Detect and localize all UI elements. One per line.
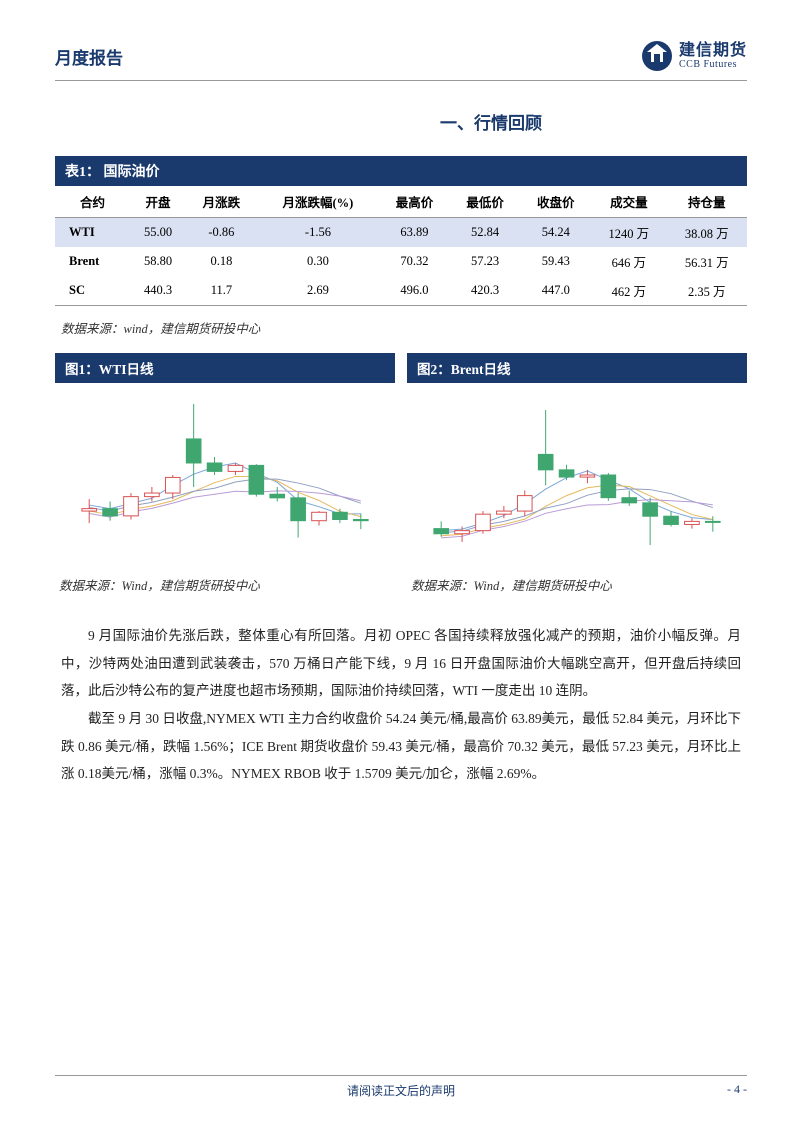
chart2-source: 数据来源：Wind，建信期货研投中心 [407,575,747,594]
table1-source: 数据来源：wind，建信期货研投中心 [61,318,747,337]
company-logo: 建信期货 CCB Futures [641,40,747,72]
table-header: 开盘 [130,186,186,218]
footer-disclaimer: 请阅读正文后的声明 [347,1082,455,1099]
logo-text-cn: 建信期货 [679,42,747,60]
paragraph-2: 截至 9 月 30 日收盘,NYMEX WTI 主力合约收盘价 54.24 美元… [61,705,741,788]
table-header: 持仓量 [667,186,747,218]
ccb-logo-icon [641,40,673,72]
table-header: 月涨跌幅(%) [257,186,379,218]
oil-price-table: 合约开盘月涨跌月涨跌幅(%)最高价最低价收盘价成交量持仓量 WTI55.00-0… [55,186,747,306]
page-number: - 4 - [727,1082,747,1097]
table-row: Brent58.800.180.3070.3257.2359.43646 万56… [55,247,747,276]
section-title: 一、行情回顾 [235,109,747,134]
page-header: 月度报告 建信期货 CCB Futures [55,40,747,81]
logo-text-en: CCB Futures [679,59,747,70]
table-header: 成交量 [591,186,667,218]
table-header: 最低价 [450,186,521,218]
report-type-title: 月度报告 [55,44,123,69]
table-row: SC440.311.72.69496.0420.3447.0462 万2.35 … [55,276,747,306]
chart1-area [55,383,395,563]
page-footer: 请阅读正文后的声明 - 4 - [55,1075,747,1097]
chart1-caption: 图1：WTI日线 [55,353,395,383]
table-header: 月涨跌 [186,186,257,218]
table-header: 最高价 [379,186,450,218]
body-text: 9 月国际油价先涨后跌，整体重心有所回落。月初 OPEC 各国持续释放强化减产的… [61,622,741,788]
chart2-area [407,383,747,563]
table-row: WTI55.00-0.86-1.5663.8952.8454.241240 万3… [55,218,747,248]
table1-caption: 表1： 国际油价 [55,156,747,186]
paragraph-1: 9 月国际油价先涨后跌，整体重心有所回落。月初 OPEC 各国持续释放强化减产的… [61,622,741,705]
chart2-caption: 图2：Brent日线 [407,353,747,383]
chart1-source: 数据来源：Wind，建信期货研投中心 [55,575,395,594]
table-header: 收盘价 [520,186,591,218]
table-header: 合约 [55,186,130,218]
